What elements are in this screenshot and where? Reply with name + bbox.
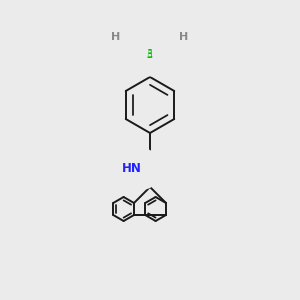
Text: HN: HN <box>122 163 142 176</box>
Text: H: H <box>179 32 189 42</box>
Text: O: O <box>167 38 177 52</box>
Text: O: O <box>123 38 133 52</box>
Text: H: H <box>111 32 121 42</box>
Text: B: B <box>145 49 155 62</box>
